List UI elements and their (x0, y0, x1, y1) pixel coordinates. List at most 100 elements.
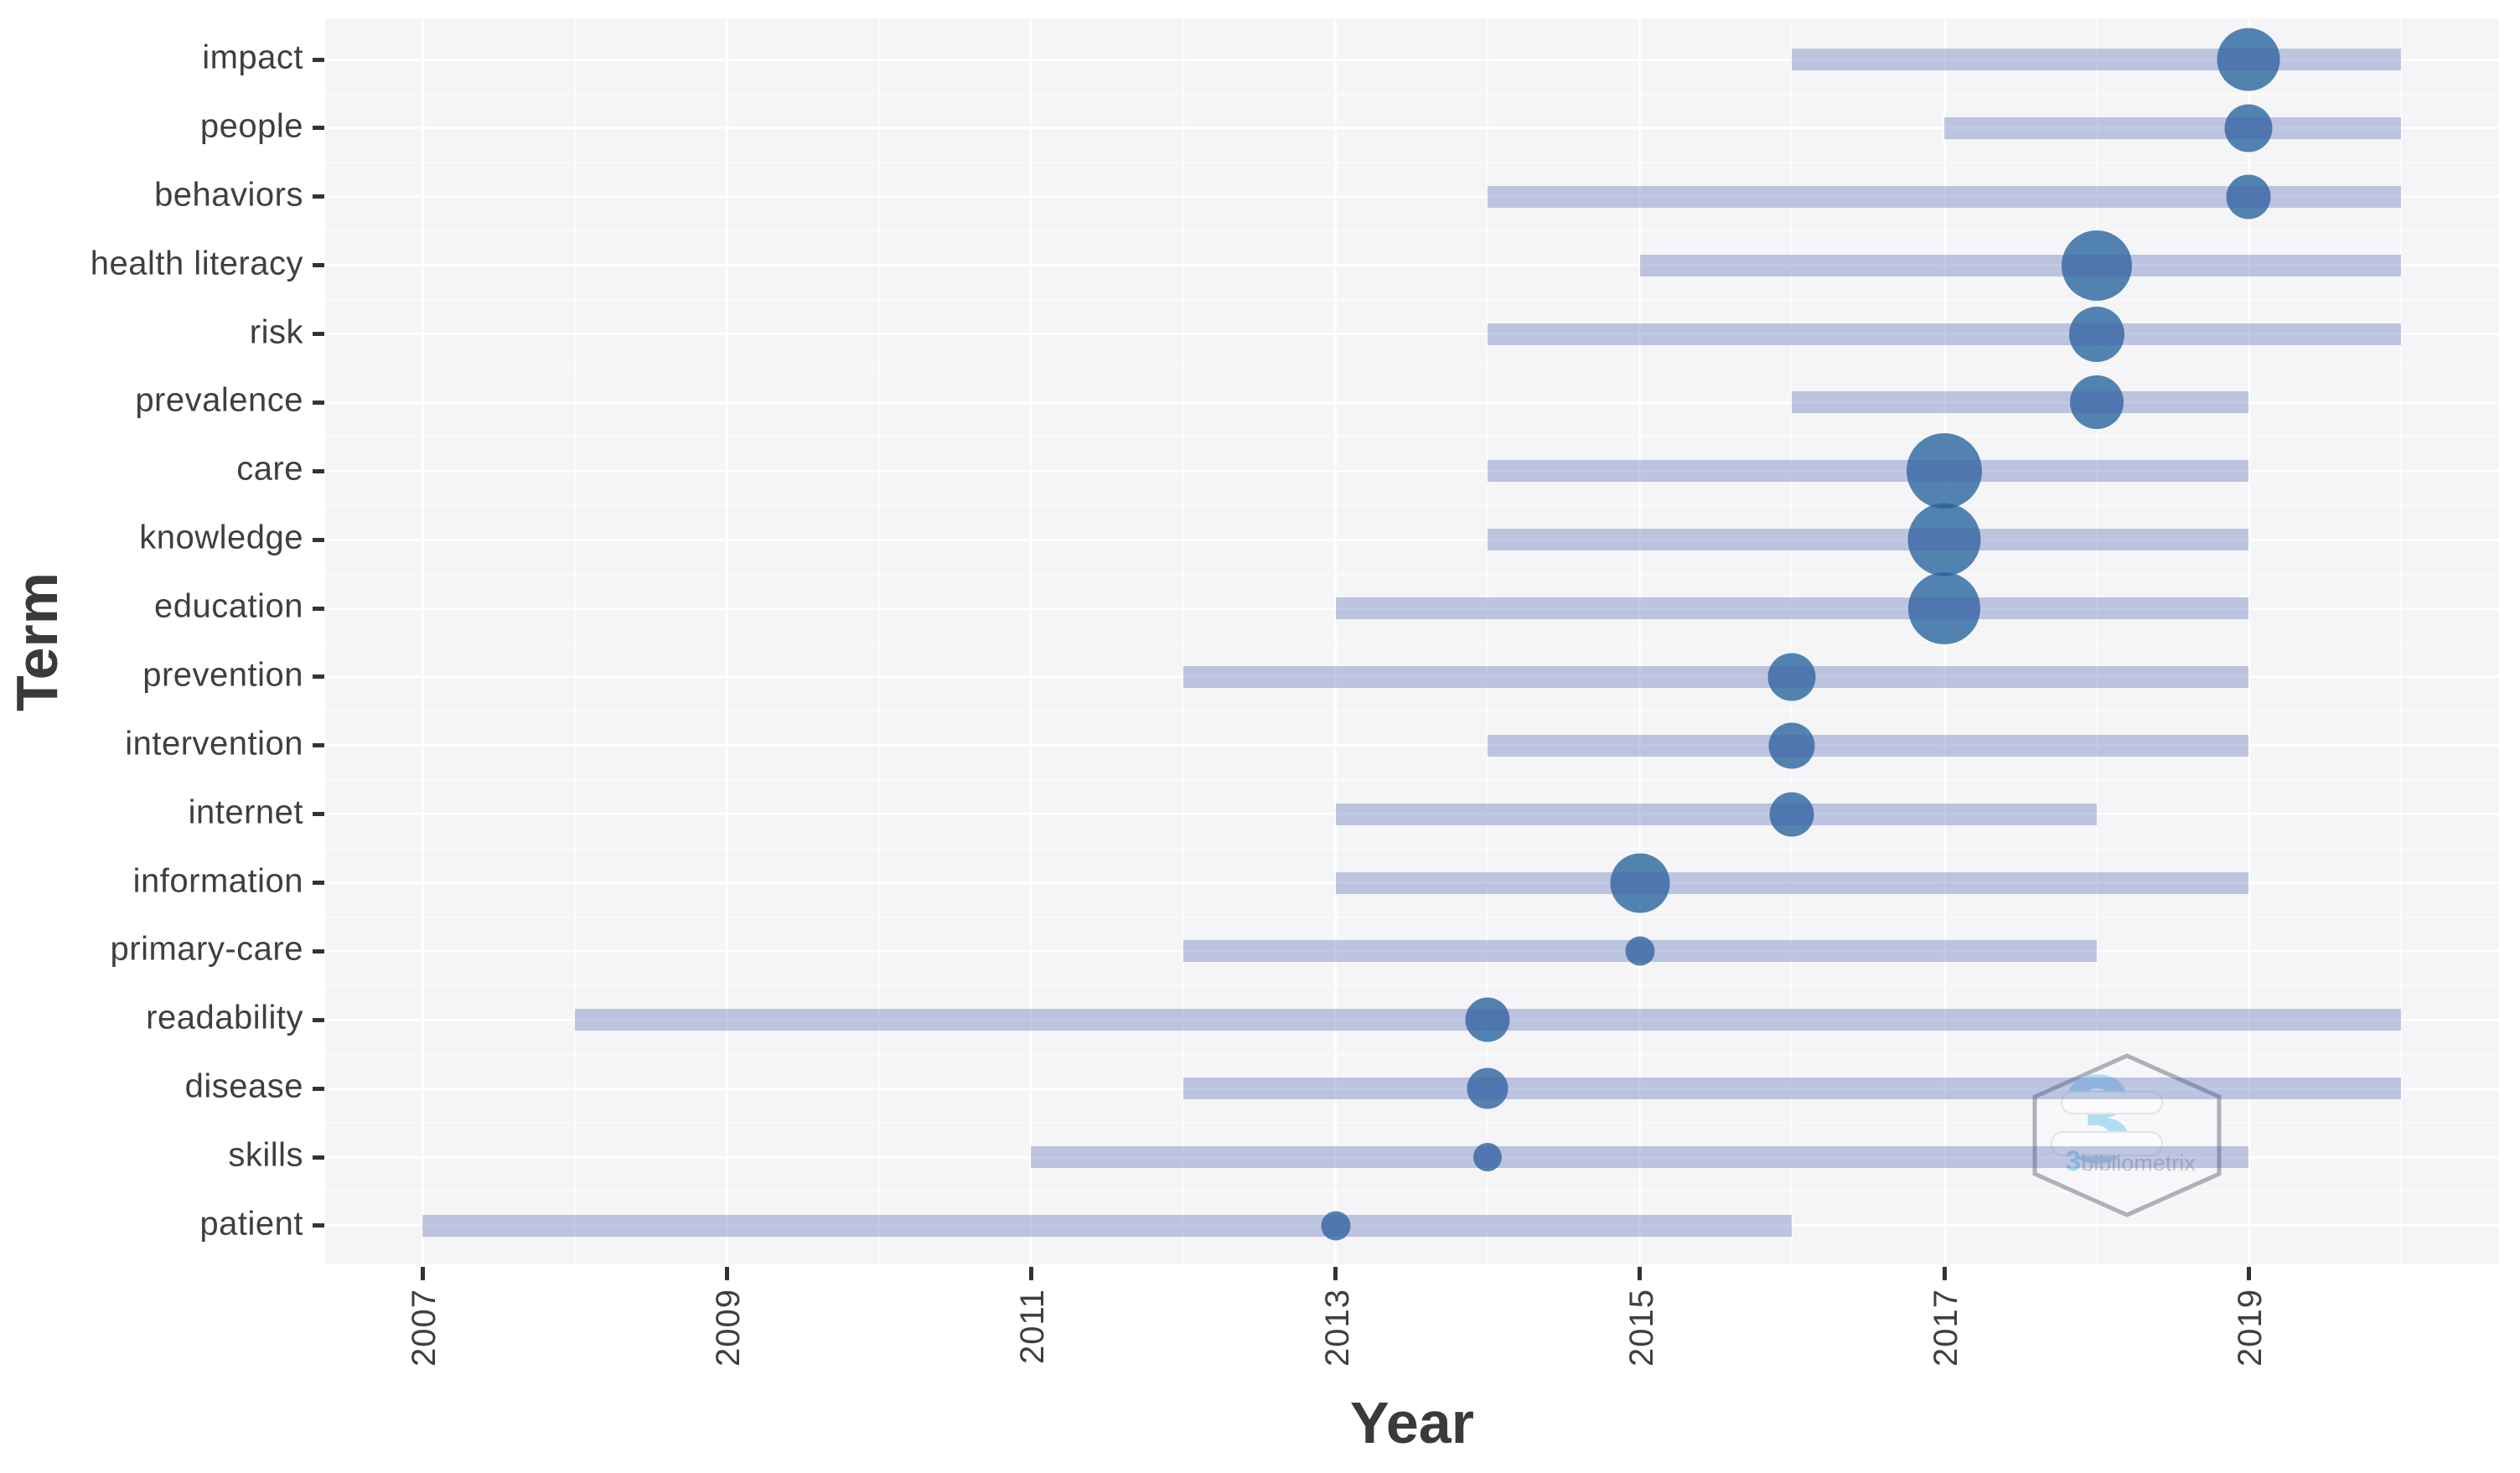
gridline-v-major (421, 18, 424, 1264)
gridline-h-minor (325, 504, 2499, 507)
y-tick (313, 1223, 324, 1228)
term-range-line (1031, 1146, 2249, 1169)
gridline-h-minor (325, 1122, 2499, 1124)
x-tick-label: 2015 (1622, 1289, 1660, 1367)
gridline-h-minor (325, 92, 2499, 95)
term-label: health literacy (90, 245, 303, 282)
term-label: skills (228, 1136, 303, 1174)
gridline-h-major (325, 881, 2499, 885)
gridline-v-minor (2095, 18, 2098, 1264)
y-tick (313, 812, 324, 817)
term-range-line (1488, 460, 2249, 483)
term-bubble (1907, 433, 1982, 509)
gridline-h-major (325, 607, 2499, 610)
gridline-h-minor (325, 985, 2499, 987)
gridline-h-major (325, 813, 2499, 816)
term-bubble (1473, 1143, 1503, 1172)
term-bubble (2061, 230, 2132, 301)
term-range-line (1335, 803, 2097, 825)
gridline-h-major (325, 949, 2499, 953)
term-label: prevention (142, 656, 303, 694)
term-bubble (1467, 1067, 1508, 1109)
term-label: knowledge (139, 519, 303, 556)
gridline-h-major (325, 401, 2499, 404)
gridline-v-major (1029, 18, 1032, 1264)
term-range-line (1183, 1078, 2401, 1100)
term-label: patient (199, 1205, 303, 1243)
term-bubble (2224, 104, 2273, 152)
x-axis-title: Year (1350, 1390, 1474, 1455)
term-bubble (1907, 503, 1981, 576)
x-tick (724, 1267, 729, 1280)
term-label: risk (249, 313, 303, 351)
y-tick (313, 1086, 324, 1091)
term-bubble (1465, 997, 1510, 1042)
term-bubble (2069, 375, 2124, 430)
term-label: people (199, 107, 303, 145)
term-range-line (1488, 529, 2249, 551)
x-tick (1333, 1267, 1338, 1280)
term-bubble (1767, 653, 1816, 701)
term-label: disease (184, 1067, 303, 1105)
y-tick (313, 468, 324, 473)
gridline-h-minor (325, 436, 2499, 438)
gridline-h-major (325, 1224, 2499, 1228)
gridline-v-major (725, 18, 728, 1264)
gridline-h-minor (325, 1053, 2499, 1056)
gridline-h-major (325, 195, 2499, 199)
term-label: prevalence (135, 382, 303, 420)
gridline-h-major (325, 1087, 2499, 1090)
x-tick (420, 1267, 425, 1280)
x-tick (2246, 1267, 2251, 1280)
gridline-h-minor (325, 778, 2499, 781)
x-tick (1942, 1267, 1947, 1280)
term-bubble (2217, 28, 2280, 91)
y-tick (313, 674, 324, 680)
term-bubble (1908, 572, 1980, 645)
gridline-h-minor (325, 1191, 2499, 1193)
plot-panel: 3 3bibliometrix (325, 18, 2499, 1264)
gridline-h-minor (325, 573, 2499, 576)
gridline-v-minor (1487, 18, 1489, 1264)
x-tick-label: 2011 (1014, 1289, 1052, 1365)
term-label: information (132, 862, 303, 900)
gridline-h-minor (325, 916, 2499, 918)
term-range-line (1183, 940, 2097, 963)
gridline-h-minor (325, 161, 2499, 163)
term-label: behaviors (154, 176, 303, 214)
term-bubble (2068, 306, 2124, 362)
y-tick (313, 332, 324, 337)
y-tick (313, 1017, 324, 1022)
x-tick-label: 2017 (1928, 1289, 1964, 1367)
y-tick (313, 948, 324, 954)
gridline-v-major (1334, 18, 1338, 1264)
term-label: impact (202, 39, 303, 76)
term-label: internet (188, 793, 303, 831)
gridline-h-major (325, 1155, 2499, 1159)
x-tick (1638, 1267, 1643, 1280)
gridline-v-major (2247, 18, 2250, 1264)
term-label: readability (146, 1000, 303, 1037)
term-range-line (574, 1009, 2401, 1031)
gridline-v-minor (2399, 18, 2402, 1264)
term-range-line (1335, 597, 2249, 620)
gridline-v-major (1638, 18, 1642, 1264)
term-bubble (1769, 792, 1814, 837)
watermark-bar (2061, 1091, 2163, 1114)
watermark-b-glyph: 3 (2062, 1052, 2132, 1189)
gridline-h-major (325, 264, 2499, 267)
term-range-line (1792, 391, 2249, 414)
term-range-line (1944, 116, 2401, 139)
term-range-line (1792, 49, 2401, 70)
term-bubble (1610, 853, 1670, 913)
x-tick-label: 2007 (406, 1289, 442, 1367)
y-tick (313, 606, 324, 611)
gridline-h-major (325, 469, 2499, 473)
term-label: intervention (125, 725, 303, 762)
term-label: care (236, 450, 303, 488)
y-axis-title: Term (4, 572, 70, 711)
gridline-h-major (325, 675, 2499, 679)
y-tick (313, 126, 324, 131)
term-bubble (1321, 1211, 1351, 1241)
